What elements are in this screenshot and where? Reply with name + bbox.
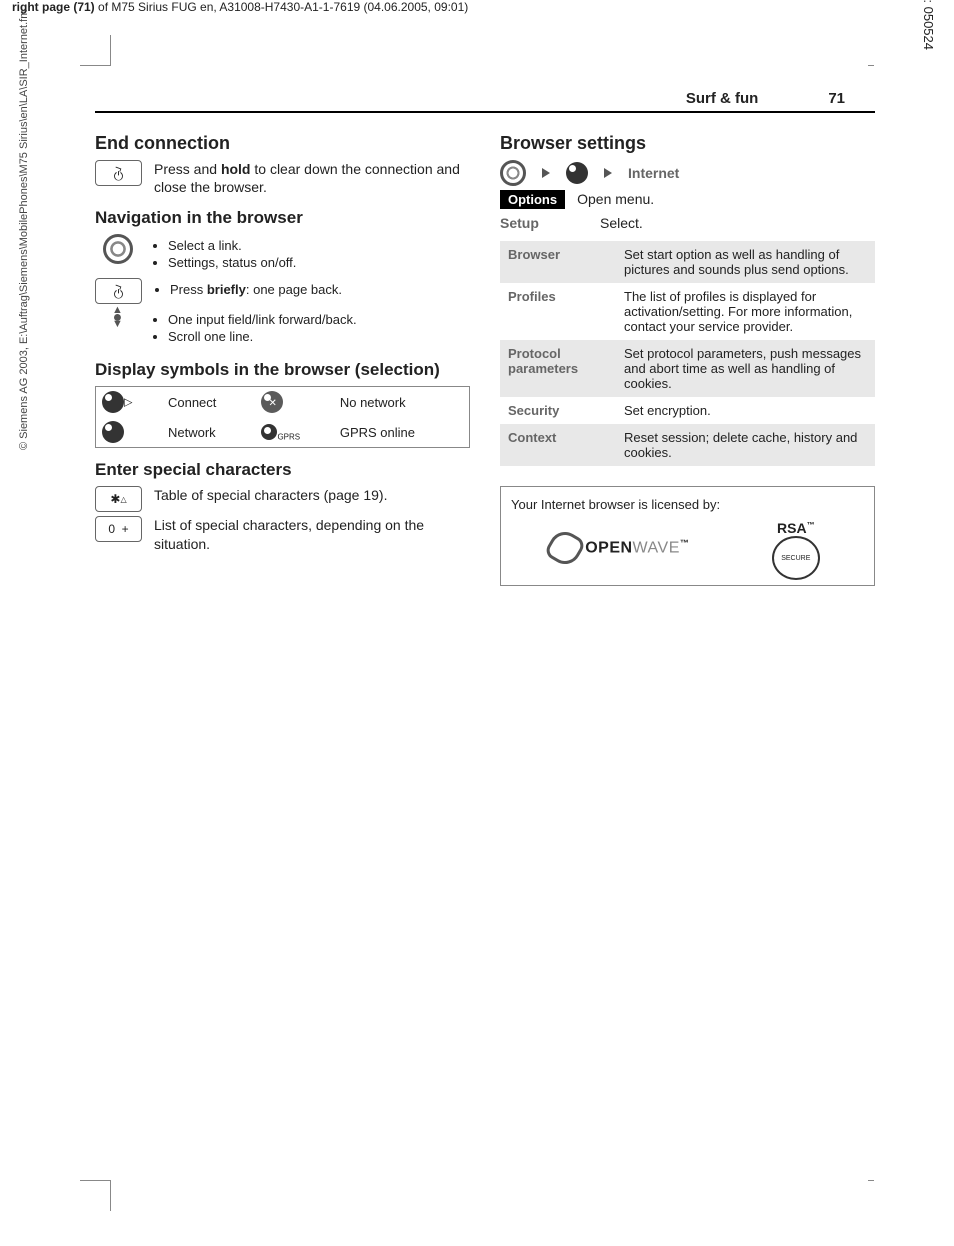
row-protocol-desc: Set protocol parameters, push messages a…: [616, 340, 875, 397]
nav-ring-icon: [95, 234, 140, 264]
connect-icon: ▷: [96, 387, 162, 418]
rsa-logo: RSA™ SECURE: [766, 520, 826, 575]
license-text: Your Internet browser is licensed by:: [511, 497, 864, 512]
symbol-table: ▷ Connect ✕ No network Network GPRS GPRS…: [95, 386, 470, 448]
nonetwork-label: No network: [334, 387, 470, 418]
page-header: Surf & fun 71: [95, 90, 875, 113]
heading-end-connection: End connection: [95, 133, 470, 154]
license-box: Your Internet browser is licensed by: OP…: [500, 486, 875, 586]
row-browser-label: Browser: [500, 241, 616, 283]
network-label: Network: [162, 417, 255, 448]
row-context-label: Context: [500, 424, 616, 466]
crop-mark: [80, 1180, 111, 1211]
crop-mark: [868, 35, 874, 66]
settings-table: BrowserSet start option as well as handl…: [500, 241, 875, 466]
row-protocol-label: Protocol parameters: [500, 340, 616, 397]
globe-icon: [566, 162, 588, 184]
zero-key-desc: List of special characters, depending on…: [154, 516, 470, 552]
connect-label: Connect: [162, 387, 255, 418]
arrow-icon: [542, 168, 550, 178]
gprs-icon: GPRS: [255, 417, 333, 448]
nonetwork-icon: ✕: [255, 387, 333, 418]
heading-navigation: Navigation in the browser: [95, 208, 470, 228]
page-number: 71: [828, 90, 845, 107]
breadcrumb: Internet: [500, 160, 875, 186]
row-security-label: Security: [500, 397, 616, 424]
heading-display-symbols: Display symbols in the browser (selectio…: [95, 360, 470, 380]
left-margin-text: © Siemens AG 2003, E:\Auftrag\Siemens\Mo…: [18, 0, 30, 450]
right-margin-text: Template: X75, Version 2.1; VAR Language…: [921, 0, 936, 50]
select-text: Select.: [600, 215, 643, 231]
openwave-swirl-icon: [543, 526, 587, 570]
row-profiles-label: Profiles: [500, 283, 616, 340]
nav-list-3: One input field/link forward/back. Scrol…: [152, 310, 357, 346]
crop-mark: [80, 35, 111, 66]
setup-label: Setup: [500, 215, 570, 231]
heading-special-chars: Enter special characters: [95, 460, 470, 480]
arrow-icon: [604, 168, 612, 178]
row-profiles-desc: The list of profiles is displayed for ac…: [616, 283, 875, 340]
options-button[interactable]: Options: [500, 190, 565, 209]
open-menu-text: Open menu.: [577, 190, 875, 208]
network-icon: [96, 417, 162, 448]
row-context-desc: Reset session; delete cache, history and…: [616, 424, 875, 466]
section-title: Surf & fun: [686, 90, 759, 107]
heading-browser-settings: Browser settings: [500, 133, 875, 154]
updown-icon: ▲●▼: [95, 308, 140, 327]
breadcrumb-internet: Internet: [628, 165, 679, 181]
nav-list-1: Select a link. Settings, status on/off.: [152, 236, 296, 272]
gprs-label: GPRS online: [334, 417, 470, 448]
star-key-desc: Table of special characters (page 19).: [154, 486, 470, 504]
end-key-icon: [95, 160, 142, 186]
back-key-icon: [95, 278, 142, 304]
star-key-icon: ✱ △: [95, 486, 142, 512]
rsa-badge-icon: SECURE: [772, 536, 820, 580]
row-browser-desc: Set start option as well as handling of …: [616, 241, 875, 283]
zero-key-icon: 0 +: [95, 516, 142, 542]
openwave-logo: OPENWAVE™: [549, 532, 689, 564]
nav-list-2: Press briefly: one page back.: [154, 280, 342, 299]
row-security-desc: Set encryption.: [616, 397, 875, 424]
end-connection-desc: Press and hold to clear down the connect…: [154, 160, 470, 196]
top-meta-line: right page (71) of M75 Sirius FUG en, A3…: [12, 0, 468, 14]
crop-mark: [868, 1180, 874, 1211]
